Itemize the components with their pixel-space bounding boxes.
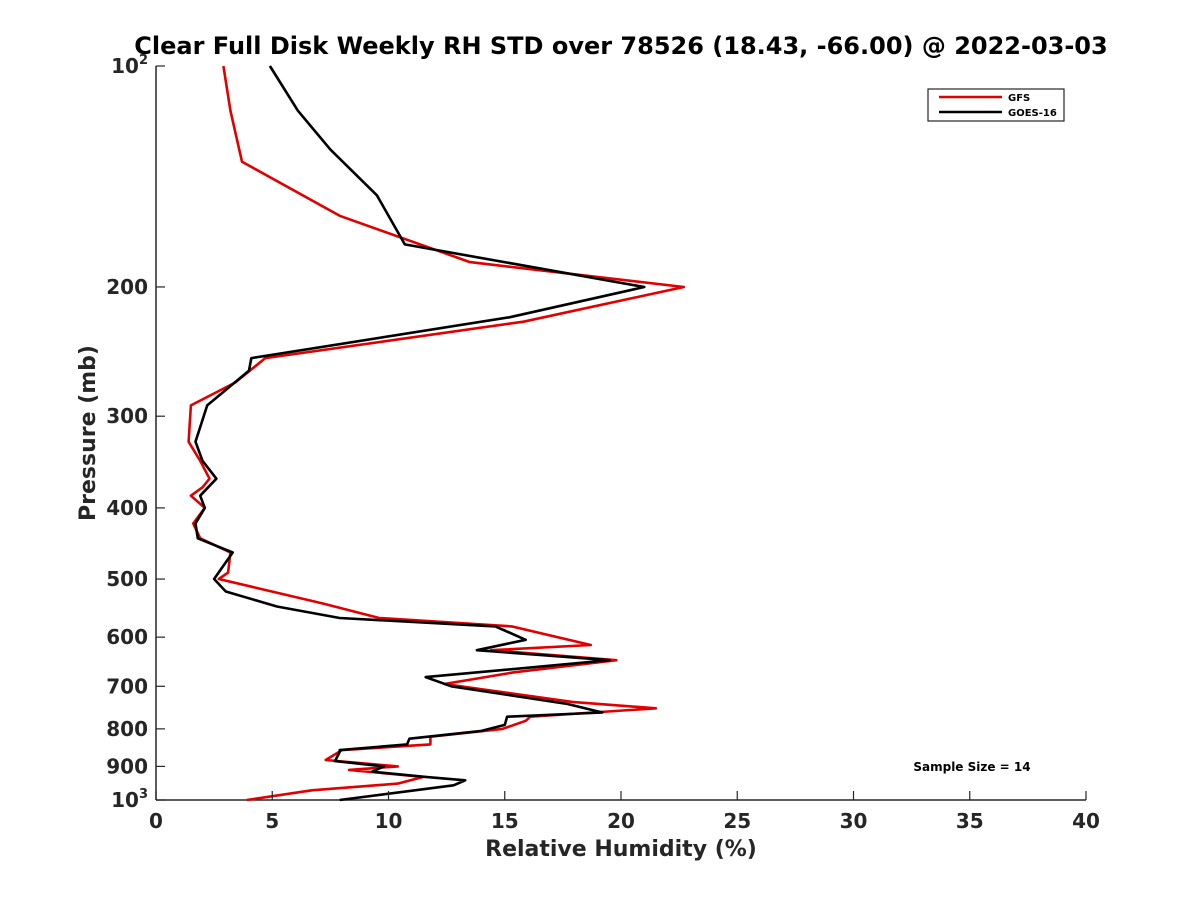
y-axis-ticks: 102 200 300 400 500 600 700 800 900 103 — [106, 53, 165, 812]
series-line-goes16 — [194, 65, 646, 802]
x-tick-label: 30 — [840, 809, 868, 833]
series-line-gfs — [187, 65, 686, 802]
series-layer — [187, 65, 686, 802]
x-axis-ticks: 0 5 10 15 20 25 30 35 40 — [149, 791, 1100, 833]
x-axis-label: Relative Humidity (%) — [485, 837, 757, 862]
x-tick-label: 5 — [265, 809, 279, 833]
sample-size-note: Sample Size = 14 — [913, 760, 1030, 774]
x-tick-label: 40 — [1072, 809, 1100, 833]
legend-label-goes16: GOES-16 — [1008, 108, 1057, 119]
y-axis-label: Pressure (mb) — [76, 345, 101, 521]
y-tick-label: 102 — [111, 53, 148, 78]
y-tick-label: 500 — [106, 567, 148, 591]
chart-title: Clear Full Disk Weekly RH STD over 78526… — [134, 32, 1107, 60]
legend-label-gfs: GFS — [1008, 93, 1030, 104]
y-tick-label: 700 — [106, 674, 148, 698]
x-tick-label: 20 — [607, 809, 635, 833]
x-tick-label: 15 — [491, 809, 519, 833]
legend-box — [927, 88, 1065, 122]
y-tick-label: 103 — [111, 787, 148, 812]
y-tick-label: 300 — [106, 404, 148, 428]
y-tick-label: 600 — [106, 625, 148, 649]
y-tick-label: 900 — [106, 754, 148, 778]
y-tick-label: 800 — [106, 717, 148, 741]
x-tick-label: 25 — [723, 809, 751, 833]
y-tick-label: 200 — [106, 275, 148, 299]
plot-area — [155, 66, 1086, 801]
x-tick-label: 10 — [375, 809, 403, 833]
x-tick-label: 35 — [956, 809, 984, 833]
y-tick-label: 400 — [106, 496, 148, 520]
legend: GFS GOES-16 — [927, 88, 1065, 122]
x-tick-label: 0 — [149, 809, 163, 833]
